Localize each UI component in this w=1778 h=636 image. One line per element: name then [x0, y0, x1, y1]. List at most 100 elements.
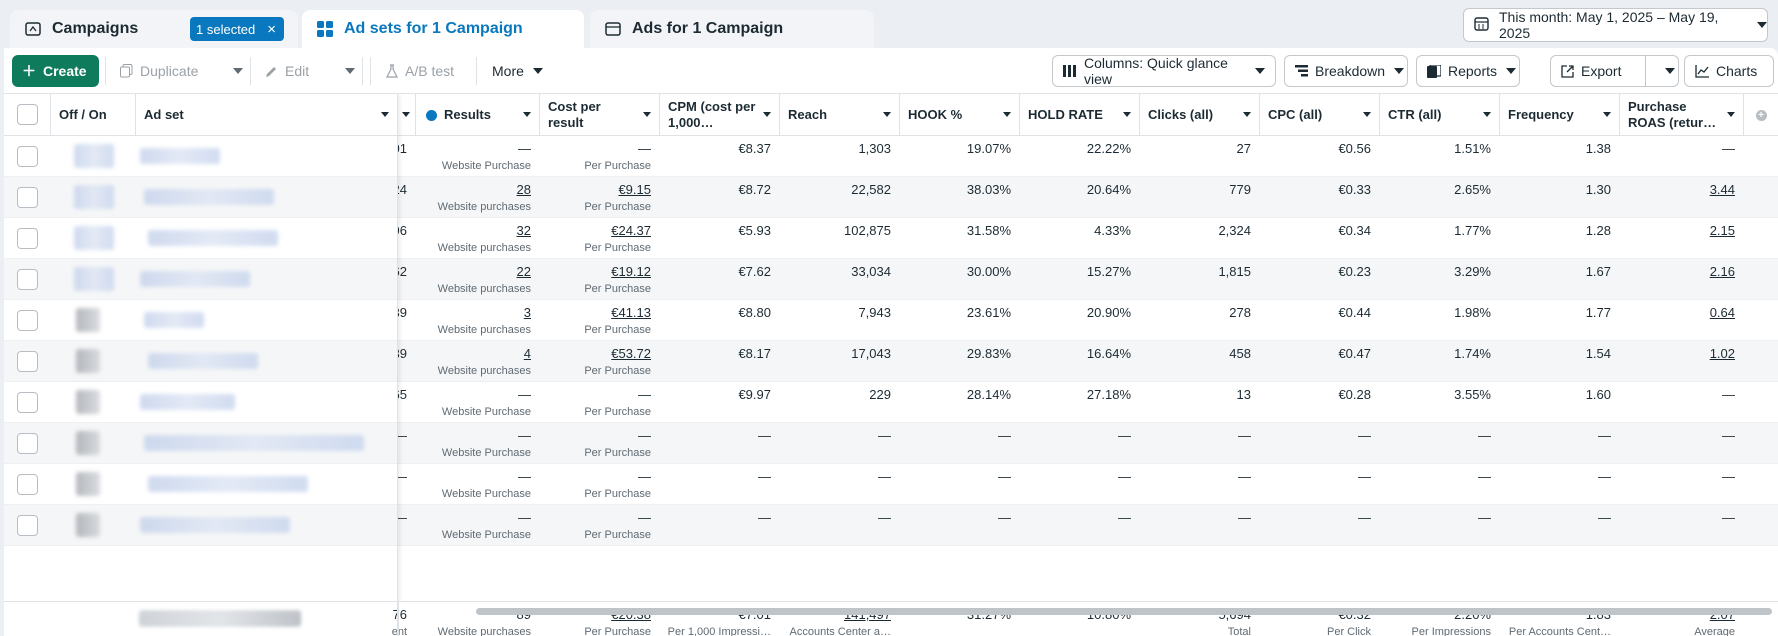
toggle-switch[interactable] [76, 390, 100, 414]
reports-button[interactable]: Reports [1416, 55, 1520, 87]
frozen-row[interactable] [4, 341, 397, 382]
row-checkbox[interactable] [17, 392, 38, 413]
toggle-switch[interactable] [76, 431, 100, 455]
row-checkbox[interactable] [17, 187, 38, 208]
selected-count-badge[interactable]: 1 selected × [190, 17, 284, 41]
frozen-row[interactable] [4, 259, 397, 300]
table-row[interactable]: — — Website Purchase — Per Purchase — — — — — — — — — [4, 464, 1778, 505]
cell-value[interactable]: €24.37 [611, 223, 651, 238]
duplicate-button[interactable]: Duplicate [110, 55, 210, 87]
ad-set-name-link[interactable] [144, 435, 364, 451]
tab-adsets[interactable]: Ad sets for 1 Campaign [302, 10, 584, 48]
frozen-row[interactable] [4, 464, 397, 505]
horizontal-scrollbar[interactable] [476, 608, 1772, 615]
cell-value[interactable]: 2.15 [1709, 223, 1735, 238]
toggle-switch[interactable] [74, 226, 114, 250]
frozen-row[interactable] [4, 300, 397, 341]
clear-selection-icon[interactable]: × [267, 20, 277, 38]
column-header-cost-per-result[interactable]: Cost per result [540, 94, 660, 136]
column-header-hook[interactable]: HOOK % [900, 94, 1020, 136]
column-header-results[interactable]: Results [416, 94, 540, 136]
cell-value: — [1238, 428, 1251, 443]
toggle-switch[interactable] [76, 349, 100, 373]
ad-set-name-link[interactable] [140, 271, 250, 287]
column-header-off-on[interactable]: Off / On [50, 94, 136, 136]
export-button[interactable]: Export [1550, 55, 1646, 87]
ab-test-button[interactable]: A/B test [376, 55, 472, 87]
cell-value[interactable]: 22 [516, 264, 531, 279]
frozen-row[interactable] [4, 382, 397, 423]
create-button[interactable]: ＋ Create [12, 55, 99, 87]
cell-value[interactable]: 32 [516, 223, 531, 238]
cell-clicks: — [1140, 505, 1260, 546]
toggle-switch[interactable] [76, 513, 100, 537]
table-row[interactable]: 39 3 Website purchases €41.13 Per Purchase €8… [4, 300, 1778, 341]
cell-value: — [1358, 469, 1371, 484]
cell-value[interactable]: 3 [523, 305, 531, 320]
ad-set-name-link[interactable] [140, 148, 220, 164]
cell-value[interactable]: €9.15 [618, 182, 651, 197]
export-dropdown[interactable] [1645, 55, 1679, 87]
duplicate-dropdown[interactable] [214, 55, 246, 87]
date-range-picker[interactable]: This month: May 1, 2025 – May 19, 2025 [1463, 8, 1768, 42]
breakdown-button[interactable]: Breakdown [1284, 55, 1408, 87]
cell-value[interactable]: 2.16 [1709, 264, 1735, 279]
cell-value[interactable]: €41.13 [611, 305, 651, 320]
column-header-frequency[interactable]: Frequency [1500, 94, 1620, 136]
toggle-switch[interactable] [74, 185, 114, 209]
toggle-switch[interactable] [74, 267, 114, 291]
row-checkbox[interactable] [17, 515, 38, 536]
frozen-row[interactable] [4, 136, 397, 177]
column-header-cpm[interactable]: CPM (cost per 1,000… [660, 94, 780, 136]
row-checkbox[interactable] [17, 433, 38, 454]
ad-set-name-link[interactable] [140, 517, 290, 533]
edit-button[interactable]: Edit [255, 55, 321, 87]
columns-button[interactable]: Columns: Quick glance view [1052, 55, 1276, 87]
column-header-roas[interactable]: Purchase ROAS (retur… [1620, 94, 1744, 136]
ad-set-name-link[interactable] [148, 230, 278, 246]
cell-value[interactable]: 0.64 [1709, 305, 1735, 320]
toggle-switch[interactable] [76, 472, 100, 496]
edit-dropdown[interactable] [326, 55, 358, 87]
column-header-partial[interactable] [398, 94, 416, 136]
cell-value[interactable]: 3.44 [1709, 182, 1735, 197]
more-button[interactable]: More [482, 55, 552, 87]
table-row[interactable]: 65— Website Purchase — Per Purchase €9.97 229… [4, 382, 1778, 423]
row-checkbox[interactable] [17, 351, 38, 372]
add-column-button[interactable]: + [1744, 94, 1778, 136]
toggle-switch[interactable] [74, 144, 114, 168]
ad-set-name-link[interactable] [140, 394, 235, 410]
table-row[interactable]: 01— Website Purchase — Per Purchase €8.37 1,3… [4, 136, 1778, 177]
column-header-ad-set[interactable]: Ad set [136, 94, 397, 136]
charts-button[interactable]: Charts [1684, 55, 1774, 87]
tab-ads[interactable]: Ads for 1 Campaign [590, 10, 874, 48]
cell-value[interactable]: 4 [523, 346, 531, 361]
column-header-ctr[interactable]: CTR (all) [1380, 94, 1500, 136]
table-row[interactable]: 96 32 Website purchases €24.37 Per Purchase €… [4, 218, 1778, 259]
column-header-cpc[interactable]: CPC (all) [1260, 94, 1380, 136]
row-checkbox[interactable] [17, 474, 38, 495]
toggle-switch[interactable] [76, 308, 100, 332]
cell-value: — [1598, 428, 1611, 443]
select-all-checkbox[interactable] [17, 104, 38, 125]
frozen-row[interactable] [4, 505, 397, 546]
cell-value[interactable]: 28 [516, 182, 531, 197]
cell-value[interactable]: 1.02 [1709, 346, 1735, 361]
column-header-reach[interactable]: Reach [780, 94, 900, 136]
cell-value[interactable]: €19.12 [611, 264, 651, 279]
column-header-hold-rate[interactable]: HOLD RATE [1020, 94, 1140, 136]
row-checkbox[interactable] [17, 310, 38, 331]
row-checkbox[interactable] [17, 228, 38, 249]
frozen-row[interactable] [4, 218, 397, 259]
ad-set-name-link[interactable] [148, 476, 308, 492]
row-checkbox[interactable] [17, 146, 38, 167]
cell-value[interactable]: €53.72 [611, 346, 651, 361]
ad-set-name-link[interactable] [144, 312, 204, 328]
ad-set-name-link[interactable] [144, 189, 274, 205]
row-checkbox[interactable] [17, 269, 38, 290]
tab-label: Campaigns [52, 20, 139, 37]
ad-set-name-link[interactable] [148, 353, 258, 369]
frozen-row[interactable] [4, 423, 397, 464]
frozen-row[interactable] [4, 177, 397, 218]
column-header-clicks[interactable]: Clicks (all) [1140, 94, 1260, 136]
